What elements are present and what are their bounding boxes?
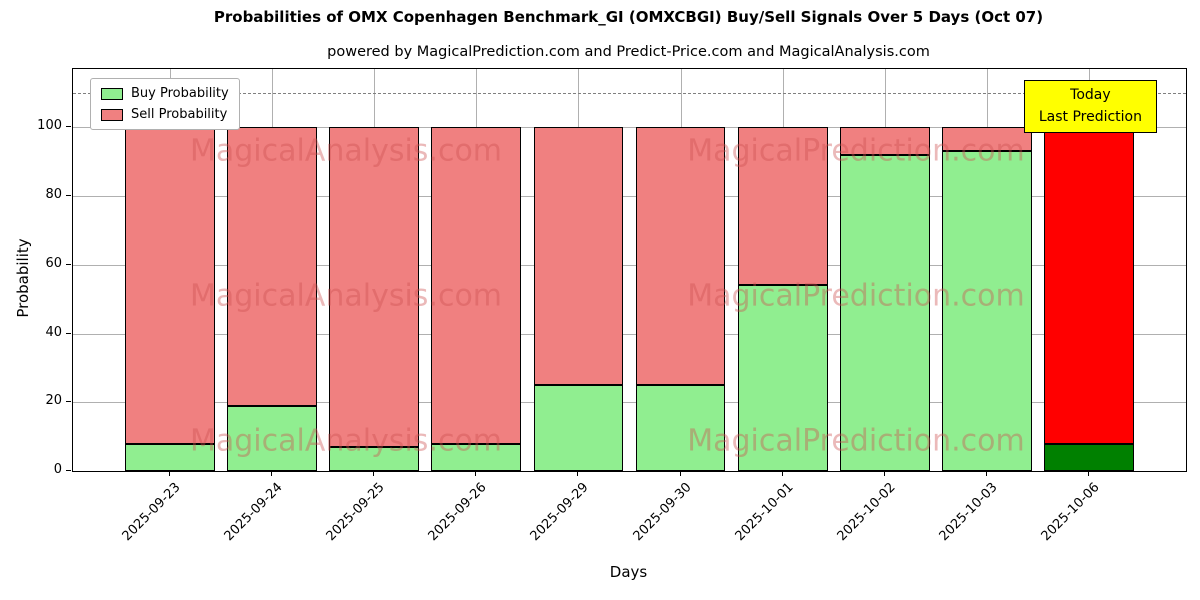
bar-segment-buy: [227, 405, 318, 471]
y-tick-label: 80: [45, 187, 62, 203]
bar-segment-sell: [839, 127, 930, 155]
bar-segment-sell: [1044, 127, 1134, 444]
bar-segment-buy: [737, 285, 828, 471]
legend-label-sell: Sell Probability: [131, 107, 228, 122]
bar-segment-sell: [533, 127, 624, 386]
legend-entry-sell: Sell Probability: [101, 107, 229, 122]
x-tick-mark: [985, 471, 987, 476]
y-tick-mark: [66, 401, 71, 403]
x-tick-mark: [271, 471, 273, 476]
bar-segment-buy: [839, 154, 930, 471]
x-axis-label: Days: [609, 563, 648, 581]
h-gridline: [73, 333, 1186, 335]
bar-segment-buy: [1044, 443, 1134, 471]
bar-segment-buy: [533, 385, 624, 471]
today-annotation-line2: Last Prediction: [1038, 108, 1142, 125]
bar-segment-buy: [329, 446, 420, 471]
y-tick-label: 20: [45, 393, 62, 409]
h-gridline: [73, 127, 1186, 129]
x-tick-mark: [169, 471, 170, 476]
x-tick-mark: [373, 471, 375, 476]
bar-segment-sell: [125, 127, 215, 444]
buy-swatch-icon: [101, 87, 123, 100]
y-axis-label: Probability: [14, 238, 32, 318]
h-gridline: [73, 402, 1186, 404]
y-tick-label: 100: [37, 118, 62, 134]
bar-segment-buy: [941, 151, 1032, 471]
y-tick-mark: [66, 332, 71, 334]
x-tick-mark: [679, 471, 681, 476]
y-tick-label: 40: [45, 324, 62, 340]
bar-segment-sell: [941, 127, 1032, 152]
x-tick-mark: [577, 471, 579, 476]
h-gridline: [73, 196, 1186, 198]
y-tick-mark: [66, 470, 71, 471]
y-tick-mark: [66, 263, 71, 265]
bar-segment-sell: [227, 127, 318, 406]
bar-segment-buy: [125, 443, 215, 471]
chart-title: Probabilities of OMX Copenhagen Benchmar…: [213, 8, 1044, 26]
y-tick-mark: [66, 126, 71, 128]
dashed-reference-line: [73, 93, 1186, 95]
h-gridline: [73, 264, 1186, 266]
x-tick-mark: [1087, 471, 1089, 476]
sell-swatch-icon: [101, 108, 123, 121]
bar-segment-buy: [635, 385, 726, 471]
bar-segment-sell: [737, 127, 828, 286]
x-tick-mark: [475, 471, 477, 476]
bar-segment-sell: [635, 127, 726, 386]
legend: Buy Probability Sell Probability: [90, 78, 240, 130]
x-tick-mark: [883, 471, 885, 476]
x-tick-mark: [781, 471, 783, 476]
y-tick-label: 0: [53, 462, 62, 477]
legend-entry-buy: Buy Probability: [101, 86, 229, 101]
today-annotation: Today Last Prediction: [1023, 80, 1157, 134]
bar-segment-sell: [329, 127, 420, 447]
y-tick-mark: [66, 195, 71, 197]
bar-segment-sell: [431, 127, 522, 444]
today-annotation-line1: Today: [1070, 87, 1111, 103]
chart-subtitle: powered by MagicalPrediction.com and Pre…: [327, 44, 930, 60]
y-tick-label: 60: [45, 255, 62, 271]
bar-segment-buy: [431, 443, 522, 471]
x-tick-label: 2025-09-23: [119, 480, 184, 545]
legend-label-buy: Buy Probability: [131, 86, 229, 101]
